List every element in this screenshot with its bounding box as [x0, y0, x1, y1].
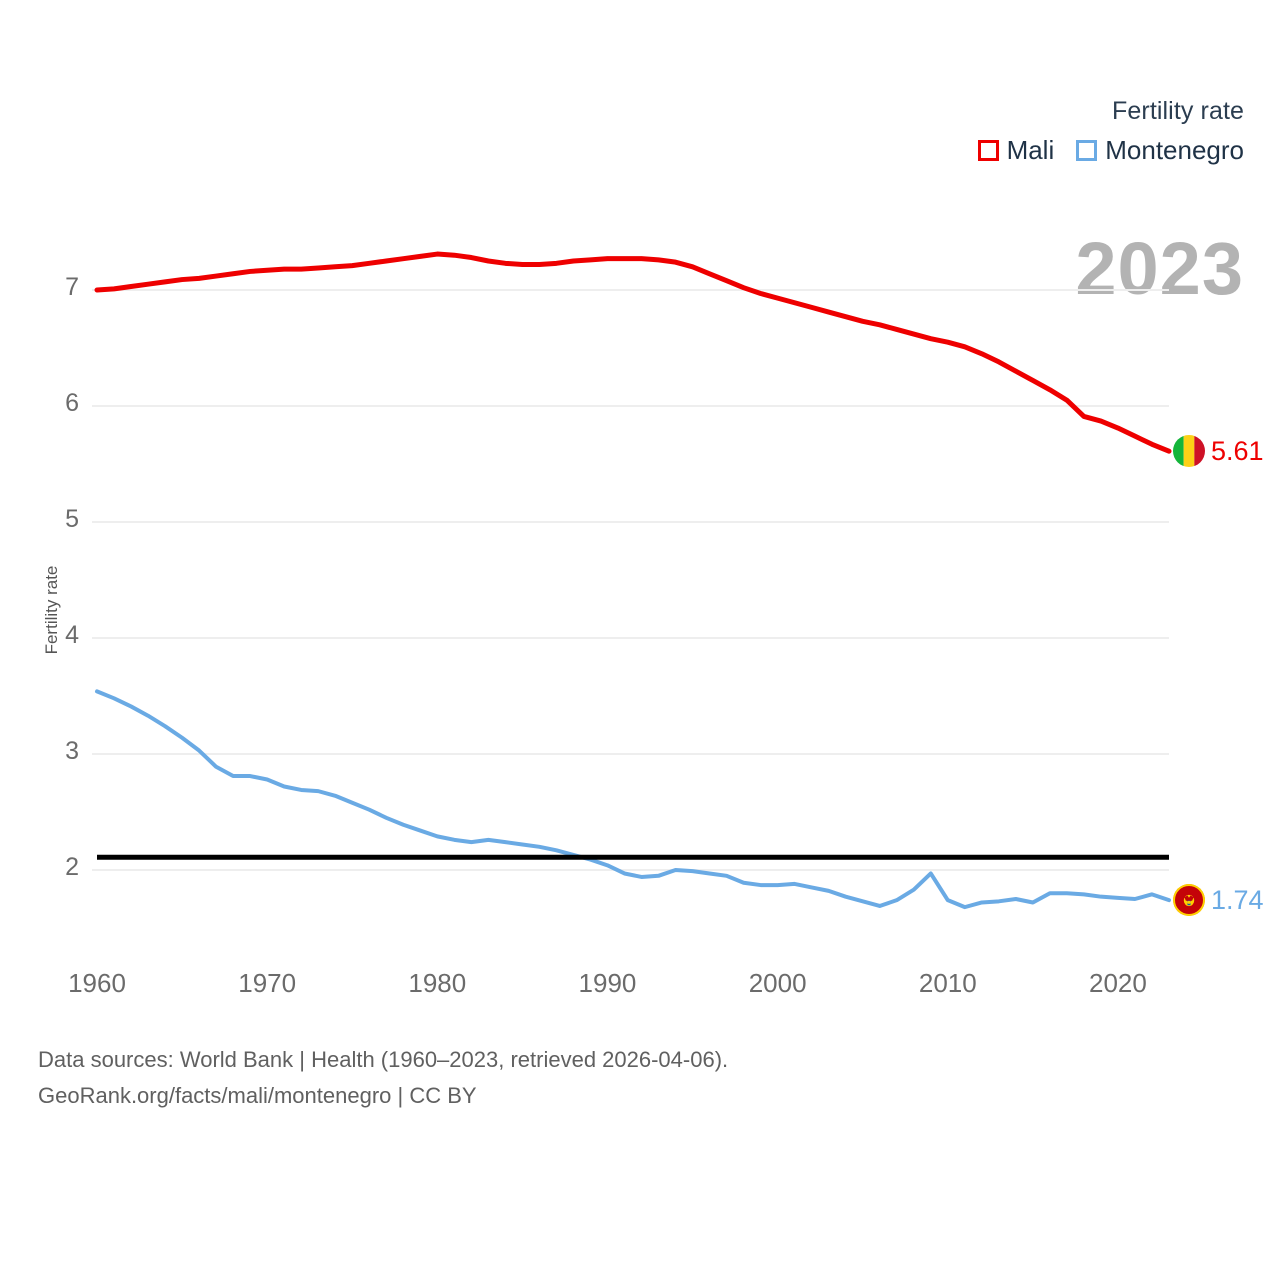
- x-tick-1970: 1970: [238, 968, 297, 998]
- legend-items: Mali Montenegro: [977, 135, 1244, 165]
- series-line-mali: [94, 251, 1172, 454]
- legend-title: Fertility rate: [1112, 97, 1244, 125]
- legend-swatch-mali: [977, 139, 999, 161]
- footer-line-2: GeoRank.org/facts/mali/montenegro | CC B…: [38, 1083, 477, 1108]
- gridlines: [92, 289, 1169, 871]
- y-tick-5: 5: [65, 505, 79, 533]
- x-tick-1980: 1980: [408, 968, 467, 998]
- y-tick-7: 7: [65, 273, 79, 301]
- x-tick-2010: 2010: [918, 968, 977, 998]
- montenegro-flag-icon: [1173, 884, 1205, 917]
- year-watermark: 2023: [1075, 227, 1244, 310]
- end-marker-mali[interactable]: 5.61: [1173, 435, 1264, 468]
- x-tick-2000: 2000: [748, 968, 807, 998]
- y-tick-3: 3: [65, 737, 79, 765]
- legend-swatch-montenegro: [1076, 139, 1098, 161]
- x-tick-1960: 1960: [68, 968, 126, 998]
- legend-item-mali[interactable]: Mali: [977, 135, 1055, 165]
- y-tick-2: 2: [65, 853, 79, 881]
- legend-item-montenegro[interactable]: Montenegro: [1076, 136, 1244, 164]
- end-marker-montenegro[interactable]: 1.74: [1173, 884, 1264, 917]
- y-tick-6: 6: [65, 389, 79, 417]
- chart-legend: Fertility rate Mali Montenegro: [977, 96, 1244, 165]
- end-value-mali: 5.61: [1211, 435, 1264, 466]
- series-lines: [94, 251, 1172, 910]
- legend-label-montenegro: Montenegro: [1105, 135, 1244, 165]
- footer-sources: Data sources: World Bank | Health (1960–…: [38, 1042, 728, 1114]
- footer-line-1: Data sources: World Bank | Health (1960–…: [38, 1047, 729, 1072]
- x-tick-1990: 1990: [578, 968, 637, 998]
- legend-label-mali: Mali: [1006, 135, 1055, 165]
- x-tick-2020: 2020: [1089, 968, 1147, 998]
- y-tick-4: 4: [65, 621, 79, 649]
- y-axis-title: Fertility rate: [42, 565, 61, 655]
- end-value-montenegro: 1.74: [1211, 884, 1264, 915]
- mali-flag-icon: [1173, 435, 1205, 468]
- series-line-montenegro: [95, 689, 1171, 910]
